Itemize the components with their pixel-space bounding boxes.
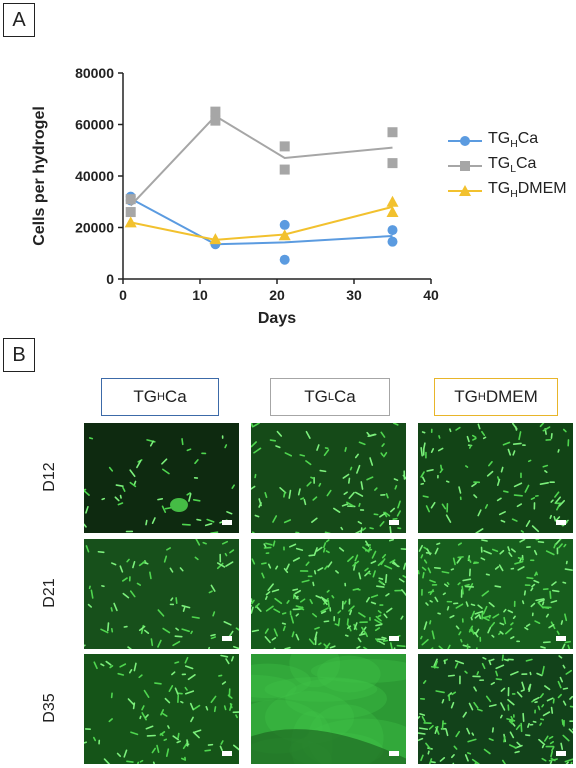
legend-entry-1: TGLCa xyxy=(448,153,567,178)
series-1-point xyxy=(125,194,136,205)
y-tick-label: 80000 xyxy=(75,65,114,81)
scale-bar xyxy=(222,636,232,641)
series-0-line xyxy=(130,197,393,246)
micrograph-d21-col-2 xyxy=(418,539,573,649)
scale-bar xyxy=(556,520,566,525)
y-axis-label: Cells per hydrogel xyxy=(31,106,48,246)
legend-label-2: TGHDMEM xyxy=(488,180,567,201)
legend-symbol-2 xyxy=(448,184,482,196)
micrograph-d12-col-0 xyxy=(84,423,239,533)
column-header-1: TG L Ca xyxy=(270,378,390,416)
legend-entry-2: TGHDMEM xyxy=(448,178,567,203)
scale-bar xyxy=(389,520,399,525)
y-tick-label: 0 xyxy=(106,271,114,287)
micrograph-d12-col-1 xyxy=(251,423,406,533)
series-0-point xyxy=(387,225,398,236)
series-2-point xyxy=(209,233,222,245)
scale-bar xyxy=(389,636,399,641)
chart-legend: TGHCa TGLCa TGHDMEM xyxy=(448,128,567,203)
series-1-point xyxy=(387,158,398,169)
series-2-point xyxy=(386,195,399,207)
y-tick-label: 40000 xyxy=(75,168,114,184)
series-0-point xyxy=(387,236,398,247)
series-2-point xyxy=(124,216,137,228)
series-1-point xyxy=(387,127,398,138)
series-1-point xyxy=(279,141,290,152)
series-1-point xyxy=(210,106,221,117)
series-0-point xyxy=(279,219,290,230)
panel-label-a: A xyxy=(3,3,35,37)
x-tick-label: 0 xyxy=(119,287,127,303)
micrograph-d12-col-2 xyxy=(418,423,573,533)
y-tick-label: 20000 xyxy=(75,220,114,236)
legend-entry-0: TGHCa xyxy=(448,128,567,153)
y-tick-label: 60000 xyxy=(75,117,114,133)
legend-symbol-0 xyxy=(448,135,482,146)
x-axis-label: Days xyxy=(258,310,296,327)
panel-label-b: B xyxy=(3,338,35,372)
series-1-point xyxy=(125,207,136,218)
series-2-line xyxy=(130,205,393,241)
scale-bar xyxy=(389,751,399,756)
column-header-0: TG H Ca xyxy=(101,378,219,416)
series-2-point xyxy=(386,206,399,218)
scale-bar xyxy=(556,636,566,641)
legend-label-1: TGLCa xyxy=(488,155,537,176)
scale-bar xyxy=(222,751,232,756)
scale-bar xyxy=(222,520,232,525)
x-tick-label: 40 xyxy=(423,287,439,303)
scale-bar xyxy=(556,751,566,756)
series-0-point xyxy=(279,254,290,265)
micrograph-d21-col-0 xyxy=(84,539,239,649)
micrograph-d35-col-1 xyxy=(251,654,406,764)
x-tick-label: 20 xyxy=(269,287,285,303)
series-1-line xyxy=(129,114,393,207)
row-label-d35: D35 xyxy=(41,693,58,723)
micrograph-d21-col-1 xyxy=(251,539,406,649)
micrograph-d35-col-0 xyxy=(84,654,239,764)
x-tick-label: 30 xyxy=(346,287,362,303)
legend-symbol-1 xyxy=(448,160,482,171)
series-1-point xyxy=(279,164,290,175)
cells-per-hydrogel-chart: 0 20000 40000 60000 80000 0 10 20 30 40 Days Cells … xyxy=(31,65,439,327)
x-tick-label: 10 xyxy=(192,287,208,303)
row-label-d21: D21 xyxy=(41,578,58,608)
legend-label-0: TGHCa xyxy=(488,130,539,151)
row-label-d12: D12 xyxy=(41,462,58,492)
series-2-point xyxy=(278,229,291,241)
micrograph-d35-col-2 xyxy=(418,654,573,764)
column-header-2: TG H DMEM xyxy=(434,378,558,416)
series-1-point xyxy=(210,115,221,126)
